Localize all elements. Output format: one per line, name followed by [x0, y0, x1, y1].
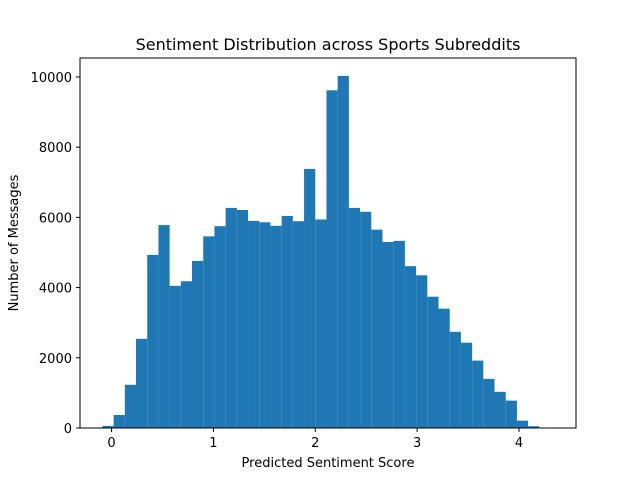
y-axis-label: Number of Messages — [7, 174, 22, 311]
bar — [180, 281, 193, 428]
bar — [516, 420, 529, 428]
bar — [416, 275, 428, 428]
bar — [136, 338, 148, 428]
bar — [270, 225, 282, 428]
bar — [393, 240, 405, 428]
bar — [348, 207, 361, 428]
bar — [214, 226, 226, 428]
bar — [236, 210, 249, 428]
bar — [505, 400, 517, 428]
bar — [169, 285, 181, 428]
bar — [304, 168, 316, 428]
y-tick-label: 10000 — [31, 71, 72, 86]
bar — [281, 215, 293, 428]
x-tick-label: 2 — [311, 436, 319, 451]
bar — [337, 75, 349, 428]
bar — [460, 342, 473, 428]
bar — [102, 425, 114, 428]
bar — [124, 384, 137, 428]
y-tick-label: 6000 — [39, 211, 72, 226]
bar — [382, 241, 394, 428]
bar — [494, 391, 506, 428]
bar — [438, 308, 450, 428]
bar — [360, 211, 372, 428]
bar — [225, 207, 237, 428]
y-tick-label: 2000 — [39, 352, 72, 367]
x-tick-label: 3 — [413, 436, 421, 451]
x-tick-label: 4 — [515, 436, 523, 451]
bar — [528, 426, 540, 428]
bar — [483, 378, 495, 428]
bar — [292, 221, 305, 428]
bar — [472, 360, 484, 428]
bar — [371, 229, 383, 428]
bar — [427, 296, 439, 428]
bar — [404, 266, 417, 428]
y-tick-label: 0 — [64, 422, 72, 437]
bar — [315, 219, 327, 428]
bar — [113, 415, 125, 428]
y-tick-label: 8000 — [39, 141, 72, 156]
bar — [248, 220, 260, 428]
bar — [449, 331, 461, 428]
chart-title: Sentiment Distribution across Sports Sub… — [136, 35, 521, 54]
bar — [158, 225, 170, 428]
bar — [259, 222, 271, 428]
bar — [326, 90, 338, 428]
bar — [192, 260, 204, 428]
bar — [203, 236, 215, 428]
x-tick-label: 1 — [209, 436, 217, 451]
x-tick-label: 0 — [107, 436, 115, 451]
y-tick-label: 4000 — [39, 282, 72, 297]
bar — [147, 254, 159, 428]
plot-frame — [79, 57, 577, 429]
x-axis-label: Predicted Sentiment Score — [242, 456, 415, 471]
